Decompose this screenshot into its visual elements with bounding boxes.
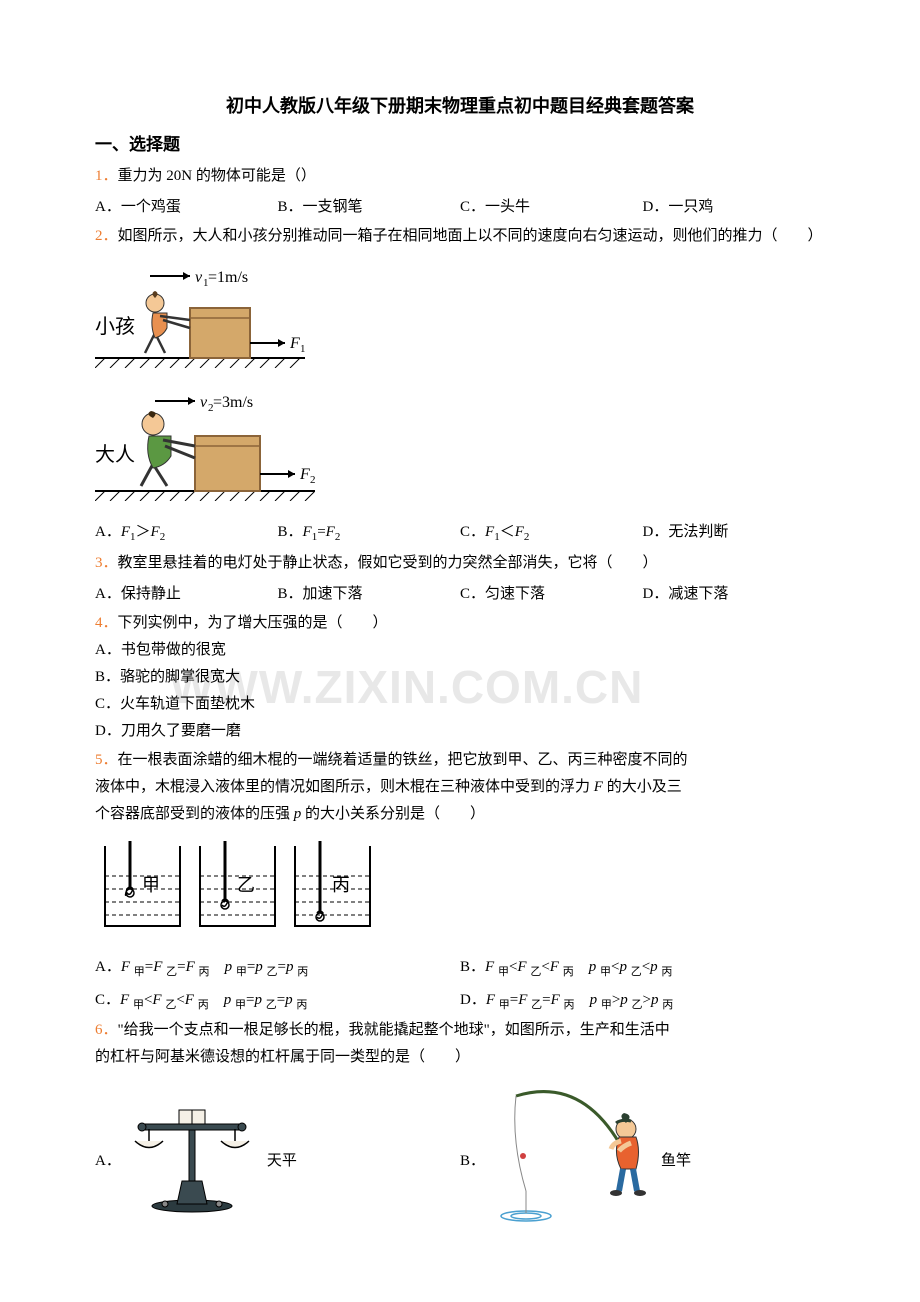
section-header: 一、选择题: [95, 130, 825, 161]
fishing-rod-icon: [491, 1081, 651, 1241]
q3-num: 3．: [95, 555, 118, 571]
svg-text:2: 2: [310, 474, 315, 486]
balance-scale-icon: [127, 1096, 257, 1226]
q6-text-l2: 的杠杆与阿基米德设想的杠杆属于同一类型的是（ ）: [95, 1044, 825, 1071]
child-push-figure: v 1 =1m/s F 1 小孩: [95, 258, 305, 368]
child-label: 小孩: [95, 315, 135, 338]
q2-optB: B．F1=F2: [278, 519, 461, 548]
q3-options: A．保持静止 B．加速下落 C．匀速下落 D．减速下落: [95, 581, 825, 608]
question-5: 5．在一根表面涂蜡的细木棍的一端绕着适量的铁丝，把它放到甲、乙、丙三种密度不同的: [95, 747, 825, 774]
q6-optA: A．: [95, 1096, 460, 1226]
q5-figure: 甲 乙 丙: [95, 836, 825, 946]
q3-optB: B．加速下落: [278, 581, 461, 608]
svg-text:乙: 乙: [237, 875, 255, 895]
question-6: 6．"给我一个支点和一根足够长的棍，我就能撬起整个地球"，如图所示，生产和生活中: [95, 1017, 825, 1044]
q5-optB: B．F 甲<F 乙<F 丙 p 甲<p 乙<p 丙: [460, 954, 825, 983]
q5-optD: D．F 甲=F 乙=F 丙 p 甲>p 乙>p 丙: [460, 987, 825, 1016]
q2-text: 如图所示，大人和小孩分别推动同一箱子在相同地面上以不同的速度向右匀速运动，则他们…: [118, 228, 823, 244]
q6-optB-label: 鱼竿: [661, 1148, 691, 1175]
question-2: 2．如图所示，大人和小孩分别推动同一箱子在相同地面上以不同的速度向右匀速运动，则…: [95, 223, 825, 250]
q5-text-l2: 液体中，木棍浸入液体里的情况如图所示，则木棍在三种液体中受到的浮力 F 的大小及…: [95, 774, 825, 801]
svg-text:F: F: [299, 466, 310, 483]
q2-optD: D．无法判断: [643, 519, 826, 548]
q2-optA: A．F1＞F2: [95, 519, 278, 548]
q5-optA: A．F 甲=F 乙=F 丙 p 甲=p 乙=p 丙: [95, 954, 460, 983]
svg-text:丙: 丙: [332, 875, 350, 895]
question-3: 3．教室里悬挂着的电灯处于静止状态，假如它受到的力突然全部消失，它将（ ）: [95, 550, 825, 577]
q3-optA: A．保持静止: [95, 581, 278, 608]
q4-text: 下列实例中，为了增大压强的是（ ）: [118, 615, 388, 631]
q2-options: A．F1＞F2 B．F1=F2 C．F1＜F2 D．无法判断: [95, 519, 825, 548]
q5-text-l1: 在一根表面涂蜡的细木棍的一端绕着适量的铁丝，把它放到甲、乙、丙三种密度不同的: [118, 752, 688, 768]
v1-label: v: [195, 269, 203, 286]
q6-optB: B．: [460, 1081, 825, 1241]
q4-optC: C．火车轨道下面垫枕木: [95, 691, 825, 718]
svg-text:甲: 甲: [142, 875, 160, 895]
svg-text:v: v: [200, 394, 208, 411]
page-content: 初中人教版八年级下册期末物理重点初中题目经典套题答案 一、选择题 1．重力为 2…: [95, 90, 825, 1241]
q1-optA: A．一个鸡蛋: [95, 194, 278, 221]
q4-num: 4．: [95, 615, 118, 631]
q5-text-l3: 个容器底部受到的液体的压强 p 的大小关系分别是（ ）: [95, 801, 825, 828]
svg-text:=1m/s: =1m/s: [208, 269, 248, 286]
q1-optC: C．一头牛: [460, 194, 643, 221]
adult-push-figure: v 2 =3m/s F 2 大人: [95, 386, 315, 501]
q6-num: 6．: [95, 1022, 118, 1038]
q6-options: A．: [95, 1081, 825, 1241]
q5-options-row2: C．F 甲<F 乙<F 丙 p 甲=p 乙=p 丙 D．F 甲=F 乙=F 丙 …: [95, 987, 825, 1016]
svg-text:=3m/s: =3m/s: [213, 394, 253, 411]
svg-text:F: F: [289, 335, 300, 352]
question-4: 4．下列实例中，为了增大压强的是（ ）: [95, 610, 825, 637]
q2-optC: C．F1＜F2: [460, 519, 643, 548]
q4-optB: B．骆驼的脚掌很宽大: [95, 664, 825, 691]
q5-options-row1: A．F 甲=F 乙=F 丙 p 甲=p 乙=p 丙 B．F 甲<F 乙<F 丙 …: [95, 954, 825, 983]
q2-num: 2．: [95, 228, 118, 244]
q2-figure-child: v 1 =1m/s F 1 小孩: [95, 258, 825, 378]
adult-label: 大人: [95, 443, 135, 466]
q3-optD: D．减速下落: [643, 581, 826, 608]
q4-optA: A．书包带做的很宽: [95, 637, 825, 664]
q5-num: 5．: [95, 752, 118, 768]
svg-text:1: 1: [300, 343, 305, 355]
q6-optA-label: 天平: [267, 1148, 297, 1175]
q5-optC: C．F 甲<F 乙<F 丙 p 甲=p 乙=p 丙: [95, 987, 460, 1016]
question-1: 1．重力为 20N 的物体可能是（）: [95, 163, 825, 190]
q1-optB: B．一支钢笔: [278, 194, 461, 221]
page-title: 初中人教版八年级下册期末物理重点初中题目经典套题答案: [95, 90, 825, 122]
q1-num: 1．: [95, 168, 118, 184]
q6-text-l1: "给我一个支点和一根足够长的棍，我就能撬起整个地球"，如图所示，生产和生活中: [118, 1022, 670, 1038]
q3-text: 教室里悬挂着的电灯处于静止状态，假如它受到的力突然全部消失，它将（ ）: [118, 555, 658, 571]
buoyancy-figure: 甲 乙 丙: [95, 836, 385, 936]
q3-optC: C．匀速下落: [460, 581, 643, 608]
q2-figure-adult: v 2 =3m/s F 2 大人: [95, 386, 825, 511]
q1-text: 重力为 20N 的物体可能是（）: [118, 168, 316, 184]
q4-optD: D．刀用久了要磨一磨: [95, 718, 825, 745]
q1-options: A．一个鸡蛋 B．一支钢笔 C．一头牛 D．一只鸡: [95, 194, 825, 221]
q1-optD: D．一只鸡: [643, 194, 826, 221]
